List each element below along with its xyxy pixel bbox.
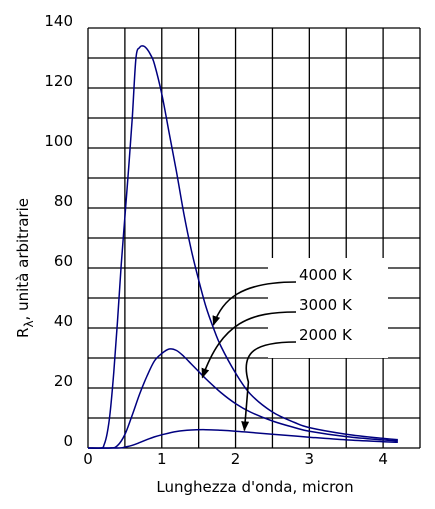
- x-axis-ticks: 0 1 2 3 4: [83, 450, 388, 468]
- x-axis-title: Lunghezza d'onda, micron: [156, 478, 353, 496]
- callout-arrows: [201, 281, 297, 432]
- curve-4000k: [87, 45, 398, 450]
- y-axis-title: Rλ, unità arbitrarie: [14, 198, 36, 338]
- x-tick-label: 4: [378, 450, 388, 468]
- x-tick-label: 3: [305, 450, 315, 468]
- curve-3000k: [87, 348, 398, 449]
- x-tick-label: 2: [231, 450, 241, 468]
- y-tick-label: 0: [63, 432, 73, 450]
- y-axis-title-main: R: [14, 328, 32, 338]
- curves: [87, 45, 398, 450]
- curve-2000k: [87, 428, 398, 449]
- y-tick-label: 80: [54, 192, 73, 210]
- label-2000k: 2000 K: [299, 326, 353, 344]
- callout-labels: 4000 K 3000 K 2000 K: [299, 266, 353, 344]
- x-tick-label: 1: [157, 450, 167, 468]
- y-axis-ticks: 0 20 40 60 80 100 120 140: [44, 12, 73, 450]
- chart-grid: [87, 27, 421, 449]
- y-tick-label: 20: [54, 372, 73, 390]
- y-axis-title-subscript: λ: [22, 320, 36, 327]
- y-tick-label: 100: [44, 132, 73, 150]
- label-3000k: 3000 K: [299, 296, 353, 314]
- x-tick-label: 0: [83, 450, 93, 468]
- arrow-4000k: [212, 281, 297, 326]
- y-tick-label: 140: [44, 12, 73, 30]
- y-tick-label: 60: [54, 252, 73, 270]
- arrow-2000k: [241, 341, 297, 432]
- y-tick-label: 120: [44, 72, 73, 90]
- arrow-3000k: [201, 311, 297, 379]
- y-tick-label: 40: [54, 312, 73, 330]
- y-axis-title-rest: , unità arbitrarie: [14, 198, 32, 320]
- label-4000k: 4000 K: [299, 266, 353, 284]
- callout-box: [268, 258, 388, 358]
